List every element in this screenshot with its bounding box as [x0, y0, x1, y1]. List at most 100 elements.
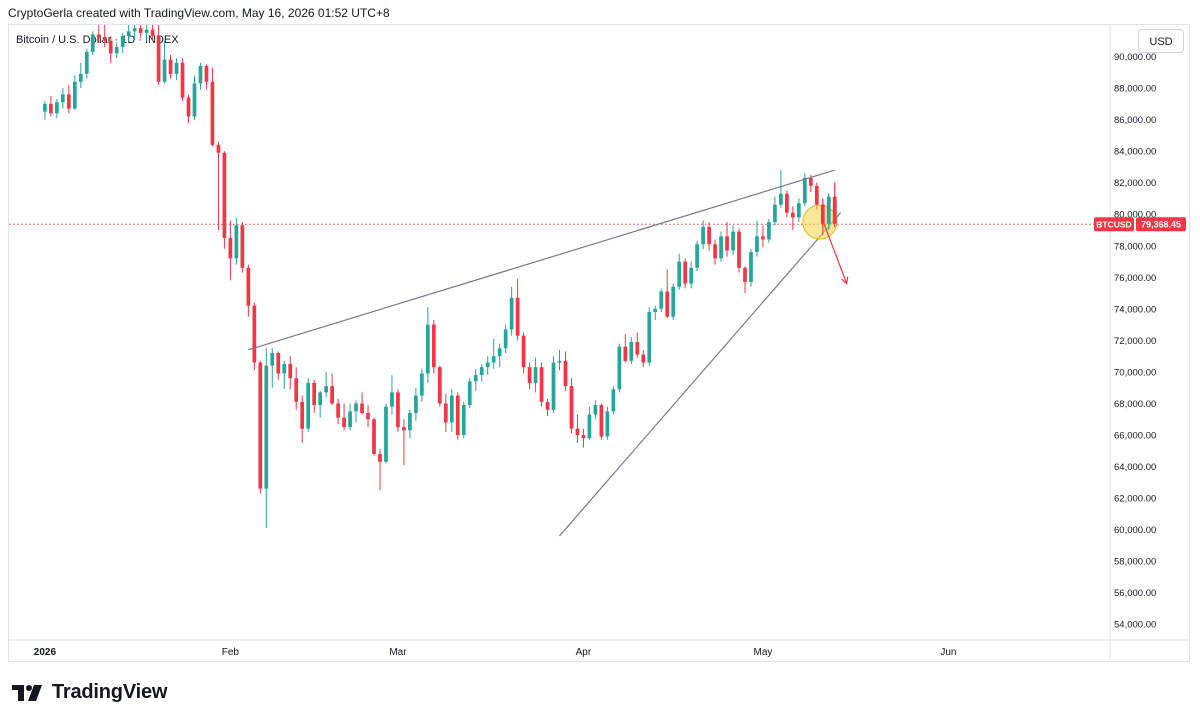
x-tick-label: Feb	[222, 647, 240, 658]
candle-body	[641, 354, 646, 363]
candle-body	[647, 312, 652, 363]
candle-body	[617, 346, 622, 390]
candle-body	[767, 222, 771, 240]
candle-body	[204, 66, 209, 82]
highlight-circle	[802, 204, 838, 240]
candle-body	[120, 36, 125, 48]
candle-body	[677, 261, 682, 287]
symbol-title[interactable]: Bitcoin / U.S. Dollar · 1D · INDEX	[16, 34, 179, 46]
candle-body	[802, 177, 807, 204]
candle-body	[796, 203, 801, 218]
candle-body	[443, 403, 448, 423]
candle-body	[276, 353, 281, 374]
candle-body	[258, 362, 263, 489]
y-tick-label: 82,000.00	[1114, 178, 1156, 189]
candle-body	[49, 103, 53, 114]
candle-body	[449, 395, 454, 423]
candle-body	[593, 405, 598, 415]
candle-body	[408, 412, 412, 431]
candle-body	[366, 412, 370, 420]
candle-body	[455, 395, 460, 435]
candle-body	[84, 51, 89, 74]
candle-body	[228, 237, 233, 259]
y-tick-label: 78,000.00	[1114, 241, 1156, 252]
candle-body	[832, 196, 837, 224]
candle-body	[306, 382, 311, 429]
candle-body	[300, 401, 305, 429]
candle-body	[779, 193, 783, 205]
candle-body	[240, 225, 245, 268]
candle-body	[174, 62, 179, 74]
candle-body	[144, 29, 149, 33]
candle-body	[533, 367, 538, 383]
candle-body	[497, 348, 502, 357]
candle-body	[150, 29, 155, 37]
tradingview-logo-icon	[12, 684, 42, 701]
candle-body	[43, 103, 47, 112]
btcusd-price-tag: BTCUSD 79,368.45	[1094, 217, 1186, 232]
candle-body	[749, 252, 753, 283]
candle-body	[360, 403, 364, 413]
candle-body	[78, 73, 83, 82]
price-tag-value: 79,368.45	[1141, 220, 1181, 230]
y-tick-label: 62,000.00	[1114, 494, 1156, 505]
candle-body	[671, 286, 676, 317]
candle-body	[814, 185, 819, 205]
down-arrow-shaft	[822, 220, 848, 284]
author-credit: CryptoGerla created with TradingView.com…	[8, 6, 390, 20]
candle-body	[156, 36, 161, 82]
candle-body	[563, 360, 568, 387]
candle-body	[826, 196, 831, 224]
x-tick-label: Apr	[576, 647, 592, 658]
candle-body	[234, 225, 239, 259]
upper-trendline	[248, 169, 835, 351]
y-tick-label: 56,000.00	[1114, 588, 1156, 599]
candle-body	[72, 81, 77, 109]
candle-body	[294, 378, 299, 402]
candle-body	[773, 204, 777, 223]
candle-body	[126, 31, 131, 37]
candle-body	[808, 177, 813, 186]
tradingview-logo[interactable]: TradingView	[10, 681, 167, 704]
candle-body	[461, 405, 466, 435]
y-tick-label: 74,000.00	[1114, 304, 1156, 315]
candle-body	[66, 94, 71, 109]
candle-body	[431, 324, 436, 368]
candle-body	[378, 453, 382, 462]
currency-button[interactable]: USD	[1138, 29, 1184, 53]
candle-body	[342, 417, 346, 428]
candle-body	[545, 401, 550, 410]
y-tick-label: 72,000.00	[1114, 336, 1156, 347]
y-tick-label: 88,000.00	[1114, 84, 1156, 95]
candle-body	[689, 267, 693, 284]
candle-body	[653, 308, 658, 312]
y-tick-label: 80,000.00	[1114, 210, 1156, 221]
candle-body	[246, 267, 251, 306]
candle-body	[288, 364, 293, 379]
candle-body	[180, 62, 185, 98]
candle-body	[473, 375, 478, 382]
candle-body	[665, 291, 670, 317]
y-tick-label: 64,000.00	[1114, 462, 1156, 473]
candle-body	[198, 66, 203, 84]
candle-body	[114, 47, 119, 54]
candle-body	[491, 356, 496, 363]
candle-body	[791, 212, 795, 218]
candle-body	[623, 346, 628, 361]
candle-body	[479, 367, 484, 376]
candle-body	[437, 367, 442, 404]
candle-body	[186, 97, 191, 117]
candle-body	[168, 59, 173, 74]
candle-body	[102, 37, 107, 41]
candle-body	[384, 406, 388, 462]
candles-group	[9, 25, 1110, 537]
candle-body	[599, 405, 604, 437]
candle-body	[820, 204, 825, 224]
candle-body	[719, 236, 723, 259]
candle-body	[629, 341, 634, 361]
candle-body	[396, 392, 400, 428]
candle-body	[60, 94, 65, 103]
y-tick-label: 58,000.00	[1114, 557, 1156, 568]
candle-body	[743, 267, 747, 283]
